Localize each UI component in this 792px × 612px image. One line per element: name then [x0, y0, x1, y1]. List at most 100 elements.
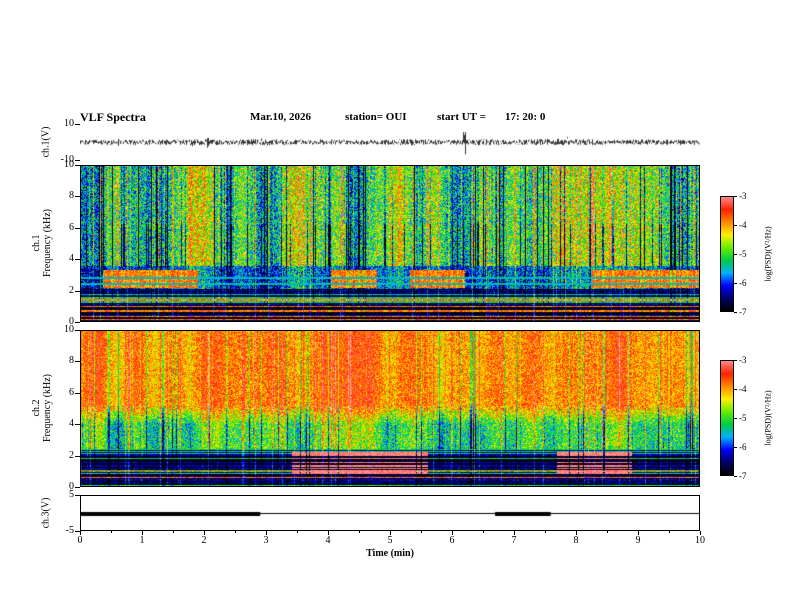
colorbar-tick-label: -7 — [739, 307, 747, 317]
x-tick — [700, 531, 701, 535]
y-tick — [75, 495, 80, 496]
x-tick-label: 9 — [635, 535, 641, 546]
colorbar-tick-label: -3 — [739, 191, 747, 201]
y-tick — [75, 196, 80, 198]
x-minor-tick — [421, 531, 422, 533]
colorbar — [720, 360, 734, 476]
ch1-spectrogram-canvas — [81, 166, 699, 321]
colorbar-tick — [734, 312, 737, 313]
y-tick — [75, 124, 80, 125]
x-tick-label: 4 — [325, 535, 331, 546]
colorbar-tick-label: -4 — [739, 220, 747, 230]
y-tick — [75, 392, 80, 394]
colorbar-tick — [734, 196, 737, 197]
colorbar-tick-label: -6 — [739, 278, 747, 288]
colorbar-tick — [734, 254, 737, 255]
y-tick — [75, 227, 80, 229]
y-tick-label: 2 — [69, 284, 74, 296]
ch2-spectrogram-panel — [80, 330, 700, 487]
y-tick-label: 0 — [69, 481, 74, 492]
x-minor-tick — [235, 531, 236, 533]
y-tick-label: 4 — [69, 253, 74, 265]
y-tick — [75, 259, 80, 261]
x-tick-label: 6 — [449, 535, 455, 546]
y-tick — [75, 160, 80, 161]
x-tick-label: 0 — [77, 535, 83, 546]
colorbar-tick — [734, 476, 737, 477]
colorbar-label: log(PSD)(V²/Hz) — [763, 226, 773, 282]
y-tick — [75, 322, 80, 323]
y-tick — [75, 290, 80, 292]
x-tick — [576, 531, 577, 535]
y-tick-label: 4 — [69, 418, 74, 430]
y-tick-label: 6 — [69, 386, 74, 398]
colorbar-label: log(PSD)(V²/Hz) — [763, 390, 773, 446]
ch1-spectrogram-ylabel-line2: Frequency (kHz) — [42, 208, 53, 278]
y-tick — [75, 361, 80, 363]
x-minor-tick — [545, 531, 546, 533]
colorbar-tick-label: -3 — [739, 355, 747, 365]
y-tick — [75, 424, 80, 426]
y-tick — [75, 165, 80, 166]
x-tick-label: 5 — [387, 535, 393, 546]
x-tick-label: 8 — [573, 535, 579, 546]
ch1-spectrogram-panel — [80, 165, 700, 322]
ch1-spectrogram-ylabel-line1: ch.1 — [31, 234, 42, 252]
ch2-spectrogram-ylabel-line2: Frequency (kHz) — [42, 373, 53, 443]
x-tick — [514, 531, 515, 535]
y-tick-label: 8 — [69, 190, 74, 202]
ch3-level-ylabel: ch.3(V) — [40, 497, 52, 529]
y-tick — [75, 531, 80, 532]
x-minor-tick — [607, 531, 608, 533]
colorbar-tick — [734, 389, 737, 390]
colorbar-tick-label: -5 — [739, 249, 747, 259]
figure-station: station= OUI — [345, 111, 407, 123]
ch3-level-canvas — [81, 496, 699, 530]
x-minor-tick — [669, 531, 670, 533]
ch2-spectrogram-ylabel: ch.2 Frequency (kHz) — [31, 374, 53, 442]
x-tick-label: 10 — [695, 535, 705, 546]
x-minor-tick — [297, 531, 298, 533]
x-tick — [204, 531, 205, 535]
ch1-waveform-ylabel: ch.1(V) — [40, 126, 52, 158]
x-minor-tick — [111, 531, 112, 533]
figure-start-ut-value: 17: 20: 0 — [505, 111, 546, 123]
x-minor-tick — [173, 531, 174, 533]
x-tick-label: 3 — [263, 535, 269, 546]
ch1-spectrogram-ylabel: ch.1 Frequency (kHz) — [31, 209, 53, 277]
colorbar-tick — [734, 447, 737, 448]
x-minor-tick — [359, 531, 360, 533]
x-tick-label: 2 — [201, 535, 207, 546]
ch2-spectrogram-ylabel-line1: ch.2 — [31, 399, 42, 417]
y-tick — [75, 487, 80, 488]
x-tick — [266, 531, 267, 535]
figure-title: VLF Spectra — [80, 110, 146, 124]
x-tick — [80, 531, 81, 535]
colorbar-tick — [734, 360, 737, 361]
ch2-spectrogram-canvas — [81, 331, 699, 486]
colorbar-tick — [734, 225, 737, 226]
colorbar-tick — [734, 283, 737, 284]
figure-date: Mar.10, 2026 — [250, 111, 312, 123]
y-tick-label: 10 — [64, 118, 74, 129]
ch1-waveform-canvas — [80, 124, 700, 160]
colorbar-tick-label: -6 — [739, 442, 747, 452]
y-tick-label: 10 — [64, 324, 74, 335]
figure-start-ut-label: start UT = — [437, 111, 486, 123]
colorbar-tick — [734, 418, 737, 419]
colorbar-tick-label: -4 — [739, 384, 747, 394]
y-tick-label: -5 — [65, 525, 74, 536]
colorbar-tick-label: -5 — [739, 413, 747, 423]
y-tick-label: -10 — [60, 154, 74, 165]
y-tick — [75, 455, 80, 457]
x-minor-tick — [483, 531, 484, 533]
y-tick — [75, 330, 80, 331]
x-tick — [390, 531, 391, 535]
y-tick-label: 0 — [69, 316, 74, 327]
ch3-level-panel — [80, 495, 700, 531]
x-tick-label: 7 — [511, 535, 517, 546]
x-tick — [328, 531, 329, 535]
y-tick-label: 2 — [69, 449, 74, 461]
y-tick-label: 5 — [69, 489, 74, 500]
